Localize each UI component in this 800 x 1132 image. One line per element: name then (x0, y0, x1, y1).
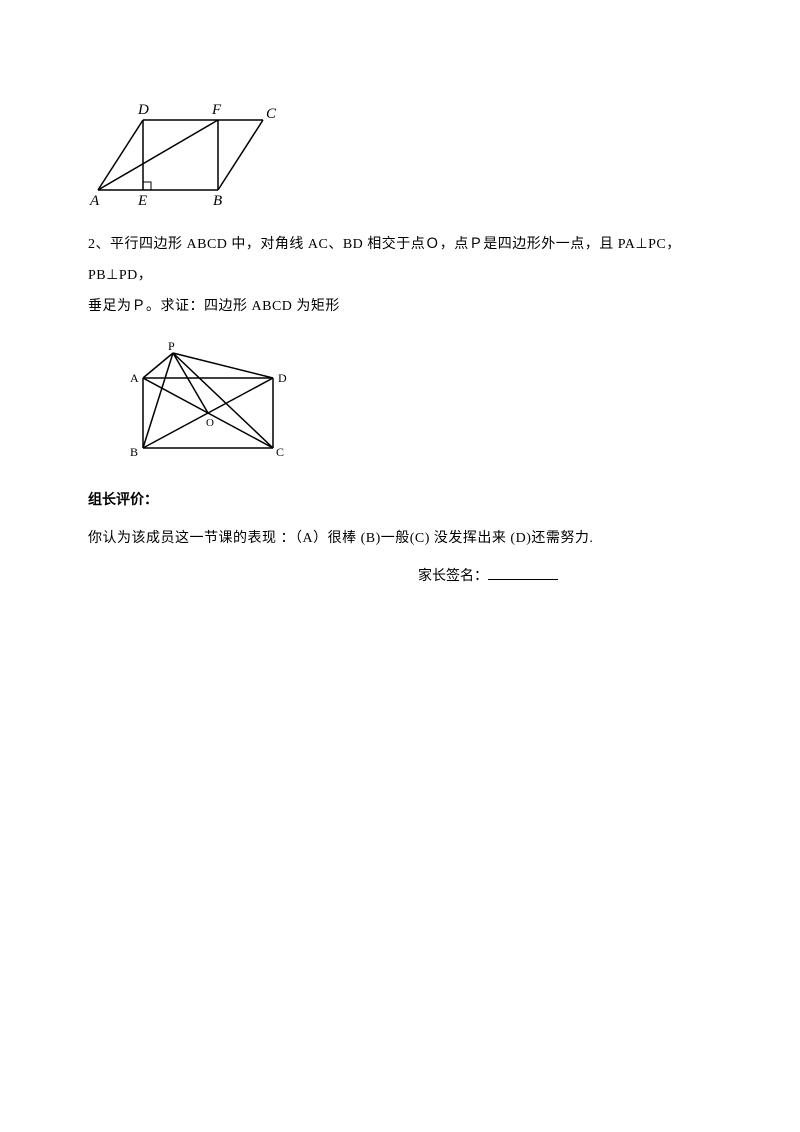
label-D: D (137, 102, 149, 118)
label-F: F (211, 102, 222, 118)
signature-underline (488, 579, 558, 580)
label-C2: C (276, 445, 284, 459)
figure-2-svg: P A D B C O (118, 338, 308, 468)
label-A2: A (130, 371, 139, 385)
label-P: P (168, 339, 175, 353)
label-C: C (266, 106, 277, 122)
label-A: A (89, 193, 100, 209)
section-heading: 组长评价： (88, 488, 712, 513)
problem-2-line2: 垂足为Ｐ。求证：四边形 ABCD 为矩形 (88, 292, 712, 323)
problem-2-text: 2、平行四边形 ABCD 中，对角线 AC、BD 相交于点Ｏ，点Ｐ是四边形外一点… (88, 230, 712, 322)
signature-label: 家长签名： (418, 569, 488, 584)
figure-1-svg: D F C A E B (88, 90, 288, 210)
label-D2: D (278, 371, 287, 385)
evaluation-text: 你认为该成员这一节课的表现 ：（A）很棒 (B)一般(C) 没发挥出来 (D)还… (88, 524, 712, 555)
label-E: E (137, 193, 147, 209)
label-O: O (206, 417, 214, 429)
signature-line: 家长签名： (88, 564, 712, 589)
label-B: B (213, 193, 222, 209)
figure-2: P A D B C O (118, 338, 712, 468)
problem-2-line1: 2、平行四边形 ABCD 中，对角线 AC、BD 相交于点Ｏ，点Ｐ是四边形外一点… (88, 230, 712, 292)
figure-1: D F C A E B (88, 90, 712, 210)
label-B2: B (130, 445, 138, 459)
